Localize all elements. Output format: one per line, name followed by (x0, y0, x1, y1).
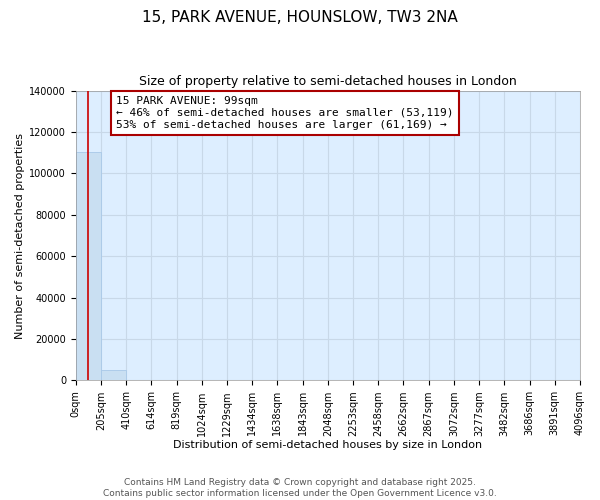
Bar (101, 370, 126, 380)
X-axis label: Distribution of semi-detached houses by size in London: Distribution of semi-detached houses by … (173, 440, 482, 450)
Y-axis label: Number of semi-detached properties: Number of semi-detached properties (15, 132, 25, 338)
Text: 15 PARK AVENUE: 99sqm
← 46% of semi-detached houses are smaller (53,119)
53% of : 15 PARK AVENUE: 99sqm ← 46% of semi-deta… (116, 96, 454, 130)
Text: Contains HM Land Registry data © Crown copyright and database right 2025.
Contai: Contains HM Land Registry data © Crown c… (103, 478, 497, 498)
Title: Size of property relative to semi-detached houses in London: Size of property relative to semi-detach… (139, 75, 517, 88)
Bar (76, 152, 101, 380)
Text: 15, PARK AVENUE, HOUNSLOW, TW3 2NA: 15, PARK AVENUE, HOUNSLOW, TW3 2NA (142, 10, 458, 25)
